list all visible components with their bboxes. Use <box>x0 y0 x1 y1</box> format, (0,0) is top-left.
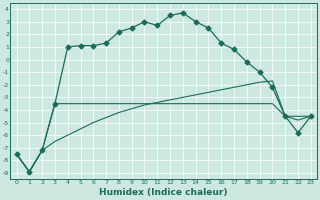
X-axis label: Humidex (Indice chaleur): Humidex (Indice chaleur) <box>100 188 228 197</box>
